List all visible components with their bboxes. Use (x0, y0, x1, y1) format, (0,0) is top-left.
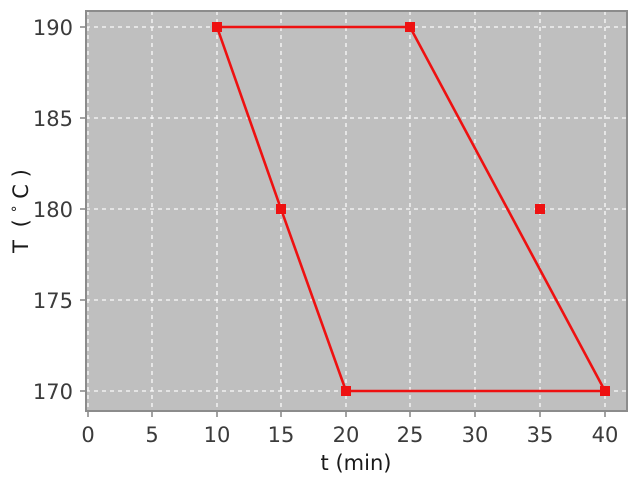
plot-border (85, 10, 628, 412)
xtick-label-40: 40 (592, 423, 619, 447)
xtick-label-30: 30 (462, 423, 489, 447)
y-axis-title: T ( ° C ) (3, 169, 33, 254)
data-point-marker (212, 22, 222, 32)
ytick-label-175: 175 (33, 289, 73, 313)
xtick-label-25: 25 (397, 423, 424, 447)
ytick-label-190: 190 (33, 16, 73, 40)
data-line (215, 25, 608, 393)
ytick-label-180: 180 (33, 198, 73, 222)
data-point-marker (276, 204, 286, 214)
svg-text:T ( °: T ( ° C ) (3, 169, 33, 254)
x-axis-ticks (87, 411, 606, 417)
xtick-label-5: 5 (145, 423, 158, 447)
y-axis-title-unit: C (9, 184, 33, 199)
y-axis-tick-labels: 170 175 180 185 190 (33, 16, 73, 404)
y-axis-ticks (80, 26, 86, 392)
ytick-label-185: 185 (33, 107, 73, 131)
y-axis-title-close-paren: ) (9, 169, 33, 177)
x-axis-tick-labels: 0 5 10 15 20 25 30 35 40 (81, 423, 618, 447)
plot-background (86, 11, 627, 411)
ytick-label-170: 170 (33, 380, 73, 404)
data-point-marker (341, 386, 351, 396)
x-axis-title: t (min) (321, 451, 392, 475)
data-markers (212, 22, 610, 396)
xtick-label-15: 15 (268, 423, 295, 447)
y-axis-title-open-paren: ( (9, 219, 33, 227)
xtick-label-35: 35 (527, 423, 554, 447)
y-axis-title-symbol: T (9, 240, 33, 254)
series-temperature-profile (212, 22, 610, 396)
degree-icon: ° (10, 205, 26, 212)
xtick-label-10: 10 (204, 423, 231, 447)
data-point-marker (535, 204, 545, 214)
data-point-marker (405, 22, 415, 32)
data-point-marker (600, 386, 610, 396)
xtick-label-0: 0 (81, 423, 94, 447)
xtick-label-20: 20 (333, 423, 360, 447)
